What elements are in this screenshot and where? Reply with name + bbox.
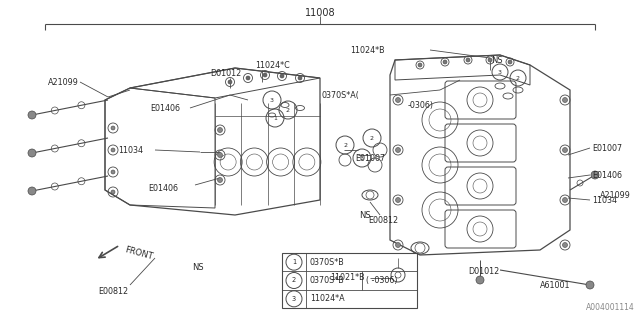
Text: 3: 3	[360, 156, 364, 161]
Circle shape	[508, 60, 512, 64]
Text: 11024*B: 11024*B	[350, 45, 385, 54]
Circle shape	[586, 281, 594, 289]
Circle shape	[111, 170, 115, 174]
Circle shape	[396, 197, 401, 203]
Text: 0370S*B: 0370S*B	[310, 276, 345, 285]
Text: 3: 3	[292, 296, 296, 302]
Circle shape	[246, 76, 250, 80]
Circle shape	[396, 243, 401, 247]
Circle shape	[563, 98, 568, 102]
Text: E00812: E00812	[98, 287, 128, 297]
Text: D01012: D01012	[210, 68, 241, 77]
Text: A61001: A61001	[540, 281, 570, 290]
Circle shape	[280, 74, 284, 78]
Circle shape	[396, 98, 401, 102]
Circle shape	[28, 111, 36, 119]
Circle shape	[298, 76, 302, 80]
Circle shape	[466, 58, 470, 62]
Circle shape	[488, 58, 492, 62]
Bar	[282, 253, 417, 308]
Text: E01406: E01406	[150, 103, 180, 113]
Text: NS: NS	[359, 211, 371, 220]
Text: 11021*B: 11021*B	[330, 274, 365, 283]
Text: 2: 2	[286, 108, 290, 113]
Circle shape	[111, 148, 115, 152]
Circle shape	[443, 60, 447, 64]
Text: E01007: E01007	[355, 154, 385, 163]
Text: A21099: A21099	[48, 77, 79, 86]
Text: -0306): -0306)	[408, 100, 434, 109]
Text: E01406: E01406	[148, 183, 178, 193]
Text: 3: 3	[498, 69, 502, 75]
Circle shape	[218, 153, 223, 157]
Circle shape	[418, 63, 422, 67]
Circle shape	[563, 148, 568, 153]
Text: FRONT: FRONT	[124, 246, 154, 262]
Text: NS: NS	[192, 263, 204, 273]
Circle shape	[263, 73, 267, 77]
Text: 11034: 11034	[118, 146, 143, 155]
Circle shape	[28, 149, 36, 157]
Circle shape	[563, 197, 568, 203]
Text: 1: 1	[273, 116, 277, 121]
Text: 0370S*A(: 0370S*A(	[322, 91, 360, 100]
Text: 11034: 11034	[592, 196, 617, 204]
Circle shape	[218, 178, 223, 182]
Text: 0370S*B: 0370S*B	[310, 258, 345, 267]
Text: 1: 1	[292, 259, 296, 265]
Text: 2: 2	[292, 277, 296, 284]
Circle shape	[111, 126, 115, 130]
Circle shape	[28, 187, 36, 195]
Circle shape	[563, 243, 568, 247]
Text: E00812: E00812	[368, 215, 398, 225]
Circle shape	[111, 190, 115, 194]
Text: NS: NS	[491, 55, 503, 65]
Circle shape	[396, 148, 401, 153]
Text: 11024*C: 11024*C	[255, 60, 290, 69]
Circle shape	[476, 276, 484, 284]
Text: 11008: 11008	[305, 8, 335, 18]
Text: 11024*A: 11024*A	[310, 294, 344, 303]
Text: A004001114: A004001114	[586, 303, 635, 312]
Text: 2: 2	[516, 76, 520, 81]
Text: D01012: D01012	[468, 268, 499, 276]
Text: ( -0306): ( -0306)	[366, 276, 397, 285]
Circle shape	[228, 80, 232, 84]
Text: 3: 3	[270, 98, 274, 102]
Text: E01406: E01406	[592, 171, 622, 180]
Circle shape	[591, 171, 599, 179]
Circle shape	[218, 127, 223, 132]
Text: A21099: A21099	[600, 190, 631, 199]
Text: 2: 2	[343, 142, 347, 148]
Text: 2: 2	[370, 135, 374, 140]
Text: E01007: E01007	[592, 143, 622, 153]
